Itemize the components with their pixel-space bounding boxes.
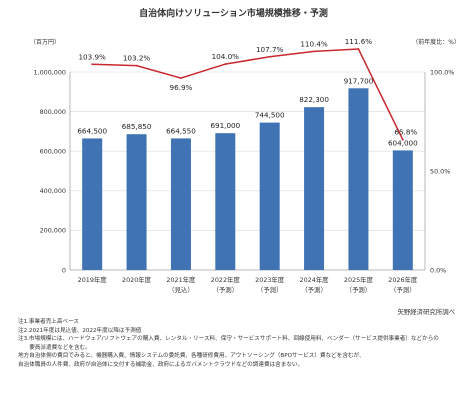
bar-value-label: 822,300: [299, 95, 329, 104]
data-labels: 664,500 685,850 664,550 691,000 744,500 822,3…: [77, 37, 418, 147]
bar-value-label: 604,000: [388, 138, 418, 147]
x-tick-label: 2026年度: [388, 275, 418, 284]
y-tick-label: 800,000: [40, 108, 66, 116]
footnote-line: 要員派遣費などを含む。: [18, 344, 91, 351]
x-tick-label: 2025年度: [344, 275, 374, 284]
y2-tick-label: 0.0%: [430, 266, 446, 274]
market-size-chart: 自治体向けソリューション市場規模推移・予測 （百万円） （前年度比：%） 0 20…: [30, 7, 460, 316]
footnotes: 注1.事業者売上高ベース注2.2021年度は見込値、2022年度以降は予測値注3…: [18, 318, 458, 370]
bar-series: [82, 88, 413, 271]
bar-value-label: 917,700: [344, 76, 374, 85]
growth-line-series: [91, 48, 404, 141]
bar-value-label: 691,000: [210, 121, 240, 130]
left-axis-unit: （百万円）: [30, 39, 60, 46]
growth-value-label: 104.0%: [212, 52, 240, 61]
footnote-line: 注1.事業者売上高ベース: [18, 319, 79, 325]
x-tick-sublabel: （予測）: [213, 285, 239, 294]
footnote-line: 地方自治体側の費目でみると、機器購入費、情報システムの委託費、各種研修費用、アウ…: [18, 353, 365, 360]
bar: [215, 133, 236, 270]
right-axis-unit: （前年度比：%）: [412, 38, 460, 46]
growth-value-label: 111.6%: [345, 37, 373, 46]
growth-value-label: 96.9%: [170, 83, 193, 92]
chart-title: 自治体向けソリューション市場規模推移・予測: [139, 7, 328, 19]
growth-point: [268, 55, 271, 58]
source-note: 矢野経済研究所調べ: [397, 307, 455, 316]
growth-value-label: 107.7%: [256, 45, 284, 54]
x-tick-label: 2021年度: [166, 275, 196, 284]
growth-point: [357, 48, 360, 50]
growth-value-label: 103.2%: [123, 54, 151, 63]
growth-value-label: 103.9%: [78, 52, 106, 61]
y-tick-label: 200,000: [40, 227, 66, 235]
y-tick-label: 400,000: [40, 187, 66, 195]
growth-point: [91, 63, 94, 66]
footnote-line: 自治体職員の人件費、政府が自治体に交付する補助金、政府によるガバメントクラウドな…: [18, 361, 304, 368]
bar: [170, 138, 191, 270]
x-tick-label: 2024年度: [300, 275, 330, 284]
footnote-line: 注2.2021年度は見込値、2022年度以降は予測値: [18, 327, 142, 334]
gridlines: [70, 71, 425, 271]
growth-line: [92, 48, 404, 141]
growth-point: [180, 77, 182, 80]
bar: [259, 122, 280, 271]
bar-value-label: 744,500: [255, 111, 285, 120]
y2-tick-label: 100.0%: [430, 68, 454, 76]
x-tick-sublabel: （予測）: [346, 285, 372, 294]
x-tick-label: 2019年度: [78, 275, 108, 284]
x-tick-label: 2023年度: [255, 275, 285, 284]
bar: [392, 150, 413, 270]
bar: [82, 138, 103, 270]
bar: [126, 134, 147, 270]
y2-tick-label: 50.0%: [430, 167, 450, 175]
growth-point: [313, 50, 315, 53]
x-tick-label: 2020年度: [122, 275, 152, 284]
x-tick-sublabel: （予測）: [301, 285, 327, 294]
bar-value-label: 664,550: [166, 126, 196, 135]
bar: [348, 88, 369, 270]
bar-value-label: 664,500: [77, 126, 107, 135]
footnote-line: 注3.市場規模には、ハードウェア/ソフトウェアの購入費、レンタル・リース料、保守…: [18, 336, 439, 343]
growth-point: [135, 64, 138, 67]
growth-point: [224, 63, 227, 65]
x-tick-sublabel: （予測）: [390, 285, 416, 294]
y-tick-label: 0: [62, 266, 66, 274]
x-tick-label: 2022年度: [211, 275, 241, 284]
growth-value-label: 110.4%: [300, 39, 328, 48]
x-tick-sublabel: （見込）: [168, 285, 194, 294]
bar-value-label: 685,850: [122, 122, 152, 131]
growth-value-label: 65.8%: [394, 128, 417, 137]
y-tick-label: 600,000: [40, 148, 66, 156]
x-tick-sublabel: （予測）: [257, 285, 283, 294]
growth-point: [401, 138, 404, 141]
bar: [304, 107, 325, 270]
y-tick-label: 1,000,000: [33, 68, 66, 76]
